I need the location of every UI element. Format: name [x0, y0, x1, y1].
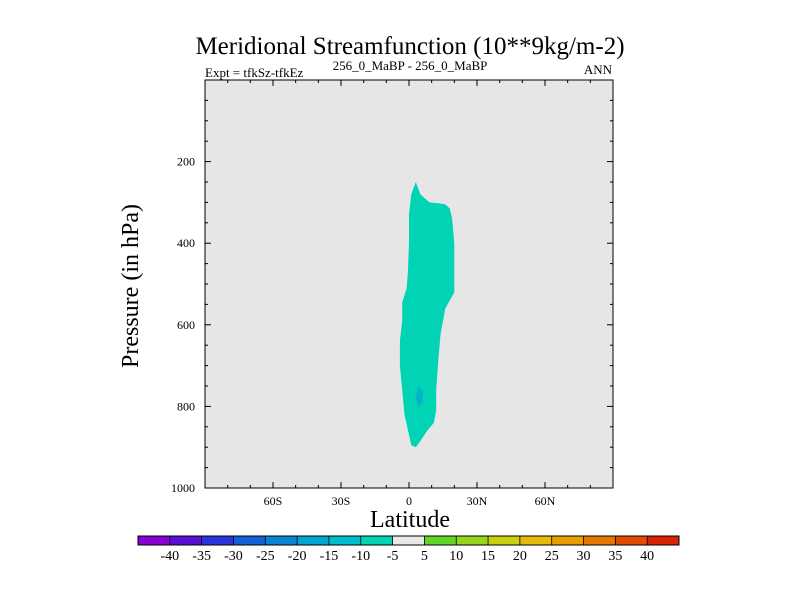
- x-axis: 60S 30S 0 30N 60N: [204, 80, 614, 508]
- colorbar-label: -5: [387, 549, 399, 564]
- colorbar-swatch: [360, 536, 393, 545]
- colorbar-swatch: [424, 536, 457, 545]
- x-axis-label: Latitude: [370, 507, 450, 533]
- contour-region-negative-cell: [399, 182, 455, 448]
- subtitle-center: 256_0_MaBP - 256_0_MaBP: [333, 58, 488, 73]
- colorbar-label: -10: [351, 549, 370, 564]
- y-tick-label: 1000: [171, 481, 195, 495]
- contour-region-small-patch: [415, 386, 423, 407]
- colorbar-swatch: [265, 536, 298, 545]
- x-tick-label: 30S: [332, 494, 351, 508]
- colorbar-swatch: [138, 536, 171, 545]
- colorbar-label: 5: [421, 549, 428, 564]
- colorbar-label: 20: [513, 549, 527, 564]
- colorbar-swatch: [647, 536, 680, 545]
- y-axis: 200 400 600 800 1000: [171, 79, 613, 495]
- colorbar-swatch: [201, 536, 234, 545]
- colorbar-swatch: [169, 536, 202, 545]
- colorbar-swatch: [551, 536, 584, 545]
- x-tick-label: 30N: [467, 494, 488, 508]
- colorbar-label: 25: [545, 549, 559, 564]
- y-tick-label: 400: [177, 236, 195, 250]
- colorbar-label: 35: [608, 549, 622, 564]
- colorbar-swatch: [297, 536, 330, 545]
- chart-title: Meridional Streamfunction (10**9kg/m-2): [195, 33, 624, 60]
- x-tick-label: 60S: [264, 494, 283, 508]
- colorbar-swatch: [488, 536, 521, 545]
- colorbar-label: -25: [256, 549, 275, 564]
- colorbar-swatch: [519, 536, 552, 545]
- x-tick-label: 60N: [535, 494, 556, 508]
- x-tick-label: 0: [406, 494, 412, 508]
- colorbar-swatch: [583, 536, 616, 545]
- colorbar: -40 -35 -30 -25 -20 -15 -10 -5 5 10 15 20 25 30 35 40: [137, 535, 680, 564]
- colorbar-label: 10: [449, 549, 463, 564]
- colorbar-swatch: [233, 536, 266, 545]
- colorbar-swatch: [392, 536, 425, 545]
- colorbar-label: 30: [577, 549, 591, 564]
- y-tick-label: 600: [177, 318, 195, 332]
- colorbar-label: 15: [481, 549, 495, 564]
- colorbar-label: -15: [320, 549, 339, 564]
- colorbar-label: -30: [224, 549, 243, 564]
- colorbar-frame: [137, 535, 680, 546]
- subtitle-left: Expt = tfkSz-tfkEz: [205, 65, 304, 80]
- colorbar-label: -20: [288, 549, 307, 564]
- colorbar-label: -35: [192, 549, 211, 564]
- y-tick-label: 800: [177, 399, 195, 413]
- colorbar-label: -40: [160, 549, 179, 564]
- contour-fill-layer: [399, 182, 455, 448]
- colorbar-swatch: [615, 536, 648, 545]
- colorbar-label: 40: [640, 549, 654, 564]
- y-axis-label: Pressure (in hPa): [118, 204, 144, 368]
- colorbar-swatch: [328, 536, 362, 545]
- subtitle-right: ANN: [584, 62, 613, 77]
- y-tick-label: 200: [177, 155, 195, 169]
- colorbar-swatch: [456, 536, 489, 545]
